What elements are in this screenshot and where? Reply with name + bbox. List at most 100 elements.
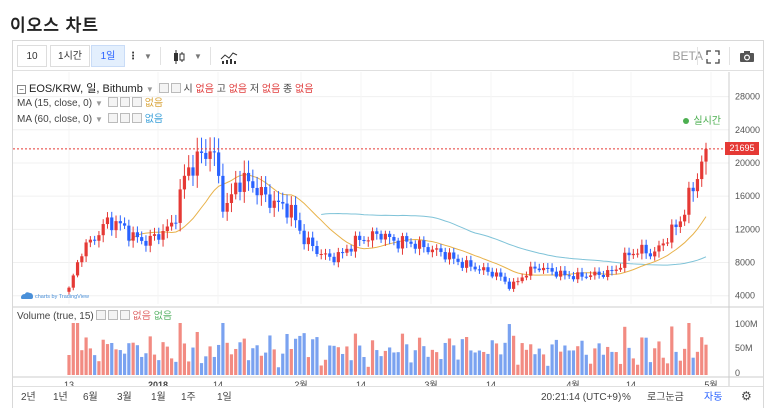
volume-bar <box>588 363 593 375</box>
volume-bar <box>473 352 477 375</box>
volume-bar <box>687 323 691 375</box>
volume-bar <box>546 365 550 375</box>
volume-bar <box>370 340 375 375</box>
candle-body <box>84 242 88 257</box>
volume-bar <box>285 333 289 375</box>
range-button[interactable]: 1월 <box>151 392 166 403</box>
ma60-dropdown-icon[interactable]: ▼ <box>95 115 103 124</box>
ohlc-value: 없음 <box>228 84 248 95</box>
range-button[interactable]: 1일 <box>217 392 232 403</box>
volume-bar <box>635 364 640 375</box>
candle-body <box>400 236 405 249</box>
range-button[interactable]: 1주 <box>181 392 196 403</box>
volume-bar <box>631 358 635 375</box>
volume-bar <box>460 339 464 375</box>
interval-dropdown-icon[interactable]: ▼ <box>144 52 152 61</box>
time-tick-label: 5월 <box>704 379 717 386</box>
price-tick-label: 4000 <box>735 291 755 301</box>
volume-bar <box>559 351 563 375</box>
candle-body <box>409 241 413 244</box>
candle-body <box>349 248 353 252</box>
candle-body <box>161 231 165 240</box>
clock-label: 20:21:14 (UTC+9) <box>541 392 622 403</box>
settings-icon[interactable] <box>170 83 181 93</box>
ma15-eye-icon[interactable] <box>107 97 118 107</box>
interval-1d-button[interactable]: 1일 <box>91 45 125 67</box>
percent-toggle[interactable]: % <box>622 392 631 403</box>
volume-bar <box>610 351 614 375</box>
volume-bar <box>443 342 447 375</box>
candle-body <box>140 237 144 241</box>
volume-bar <box>80 350 84 375</box>
candle-body <box>691 187 695 192</box>
candle-body <box>593 271 597 276</box>
volume-bar <box>88 348 92 375</box>
volume-bar <box>520 343 524 375</box>
indicators-icon[interactable] <box>216 45 242 67</box>
chart-area[interactable]: 28000 24000 20000 16000 12000 8000 4000 100M 50… <box>13 72 763 409</box>
style-dropdown-icon[interactable]: ▼ <box>194 52 202 61</box>
volume-bar <box>593 348 597 375</box>
candle-body <box>88 239 92 243</box>
volume-bar <box>435 352 439 375</box>
interval-input[interactable]: 10 <box>17 45 47 67</box>
ma60-eye-icon[interactable] <box>107 113 118 123</box>
candle-body <box>225 202 229 212</box>
volume-bar <box>388 347 392 375</box>
ma15-settings-icon[interactable] <box>119 97 130 107</box>
volume-value-2: 없음 <box>153 311 173 322</box>
candle-body <box>695 179 700 192</box>
volume-bar <box>524 349 529 375</box>
range-button[interactable]: 2년 <box>21 392 36 403</box>
symbol-dropdown-icon[interactable]: ▼ <box>145 85 154 94</box>
candle-body <box>447 252 452 260</box>
candle-body <box>332 256 336 263</box>
range-button[interactable]: 6월 <box>83 392 98 403</box>
candle-body <box>631 253 635 256</box>
candle-body <box>302 230 306 245</box>
volume-bar <box>101 339 105 375</box>
candle-body <box>114 221 118 231</box>
volume-close-icon[interactable] <box>119 310 130 320</box>
volume-bar <box>71 323 75 375</box>
bottom-toolbar: 2년 1년 6월 3월 1월 1주 1일 20:21:14 (UTC+9) % 로그눈금 자… <box>13 386 763 408</box>
volume-settings-icon[interactable] <box>107 310 118 320</box>
volume-bar <box>229 354 234 375</box>
candle-body <box>131 232 135 241</box>
ohlc-key: 시 <box>183 84 196 95</box>
candle-body <box>323 253 328 255</box>
volume-bar <box>268 335 272 375</box>
ma60-close-icon[interactable] <box>131 113 142 123</box>
chart-canvas[interactable]: 28000 24000 20000 16000 12000 8000 4000 100M 50… <box>13 72 763 390</box>
camera-icon[interactable] <box>733 45 761 67</box>
range-button[interactable]: 1년 <box>53 392 68 403</box>
volume-bar <box>657 341 661 375</box>
candle-body <box>601 274 605 277</box>
volume-bar <box>345 346 349 375</box>
volume-bar <box>379 356 383 375</box>
eye-icon[interactable] <box>158 83 169 93</box>
ma15-close-icon[interactable] <box>131 97 142 107</box>
log-scale-toggle[interactable]: 로그눈금 <box>647 392 684 403</box>
time-tick-label: 2월 <box>294 379 307 386</box>
more-intervals-icon[interactable]: ⋮ <box>128 51 138 62</box>
auto-scale-toggle[interactable]: 자동 <box>704 392 723 403</box>
range-button[interactable]: 3월 <box>117 392 132 403</box>
interval-1h-button[interactable]: 1시간 <box>50 45 90 67</box>
fullscreen-icon[interactable] <box>701 45 725 67</box>
volume-eye-icon[interactable] <box>95 310 106 320</box>
candle-body <box>170 222 174 227</box>
candle-style-icon[interactable] <box>167 45 191 67</box>
volume-bar <box>584 354 588 375</box>
gear-icon[interactable]: ⚙ <box>741 389 752 403</box>
volume-bar <box>375 350 379 375</box>
volume-bar <box>221 323 225 375</box>
volume-bar <box>170 358 174 375</box>
volume-bar <box>118 350 122 375</box>
volume-bar <box>199 363 204 375</box>
collapse-icon[interactable]: − <box>17 85 26 94</box>
volume-bar <box>644 337 648 375</box>
volume-value-1: 없음 <box>132 311 151 322</box>
ma15-dropdown-icon[interactable]: ▼ <box>95 99 103 108</box>
ma60-settings-icon[interactable] <box>119 113 130 123</box>
